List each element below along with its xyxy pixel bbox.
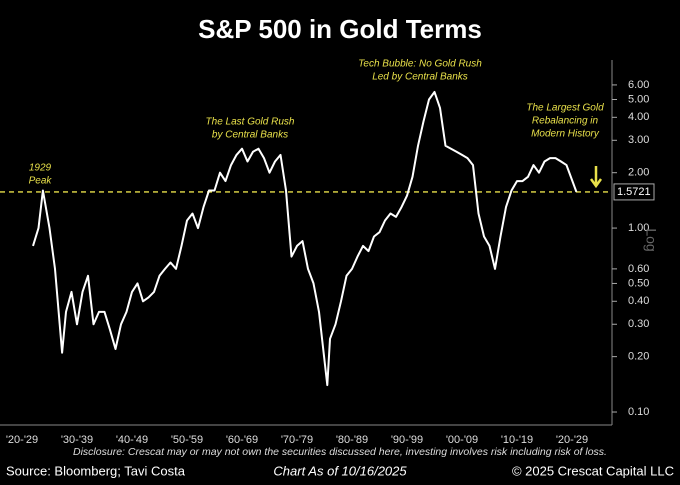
y-tick-label: 6.00 xyxy=(628,79,649,91)
y-tick-label: 4.00 xyxy=(628,111,649,123)
x-tick-label: '20-'29 xyxy=(556,434,588,446)
annotation: 1929 xyxy=(29,163,52,174)
disclosure: Disclosure: Crescat may or may not own t… xyxy=(73,446,607,458)
y-tick-label: 0.20 xyxy=(628,351,649,363)
annotation: by Central Banks xyxy=(212,130,288,141)
y-tick-label: 3.00 xyxy=(628,134,649,146)
annotation: Rebalancing in xyxy=(532,116,599,127)
annotation: Led by Central Banks xyxy=(372,72,468,83)
x-tick-label: '90-'99 xyxy=(391,434,423,446)
reference-label: 1.5721 xyxy=(617,186,651,198)
source: Source: Bloomberg; Tavi Costa xyxy=(6,463,186,478)
x-tick-label: '50-'59 xyxy=(171,434,203,446)
y-tick-label: 0.60 xyxy=(628,263,649,275)
x-tick-label: '20-'29 xyxy=(6,434,38,446)
annotation: The Last Gold Rush xyxy=(206,117,295,128)
series-line xyxy=(32,90,578,387)
x-tick-label: '00-'09 xyxy=(446,434,478,446)
arrow xyxy=(589,166,603,189)
y-tick-label: 1.00 xyxy=(628,222,649,234)
annotation: The Largest Gold xyxy=(526,103,604,114)
x-tick-label: '10-'19 xyxy=(501,434,533,446)
annotation: Modern History xyxy=(531,129,600,140)
y-tick-label: 2.00 xyxy=(628,167,649,179)
x-tick-label: '40-'49 xyxy=(116,434,148,446)
y-tick-label: 0.30 xyxy=(628,318,649,330)
y-tick-label: 0.40 xyxy=(628,295,649,307)
y-tick-label: 5.00 xyxy=(628,93,649,105)
y-tick-label: 0.10 xyxy=(628,406,649,418)
annotation: Tech Bubble: No Gold Rush xyxy=(358,59,482,70)
y-tick-label: 0.50 xyxy=(628,277,649,289)
y-axis-label: Log xyxy=(643,228,659,251)
reference-label-box xyxy=(613,183,655,201)
x-tick-label: '60-'69 xyxy=(226,434,258,446)
date-note: Chart As of 10/16/2025 xyxy=(273,463,407,478)
chart-title: S&P 500 in Gold Terms xyxy=(198,14,482,44)
x-tick-label: '30-'39 xyxy=(61,434,93,446)
annotation: Peak xyxy=(29,176,53,187)
copyright: © 2025 Crescat Capital LLC xyxy=(512,463,674,478)
x-tick-label: '70-'79 xyxy=(281,434,313,446)
x-tick-label: '80-'89 xyxy=(336,434,368,446)
